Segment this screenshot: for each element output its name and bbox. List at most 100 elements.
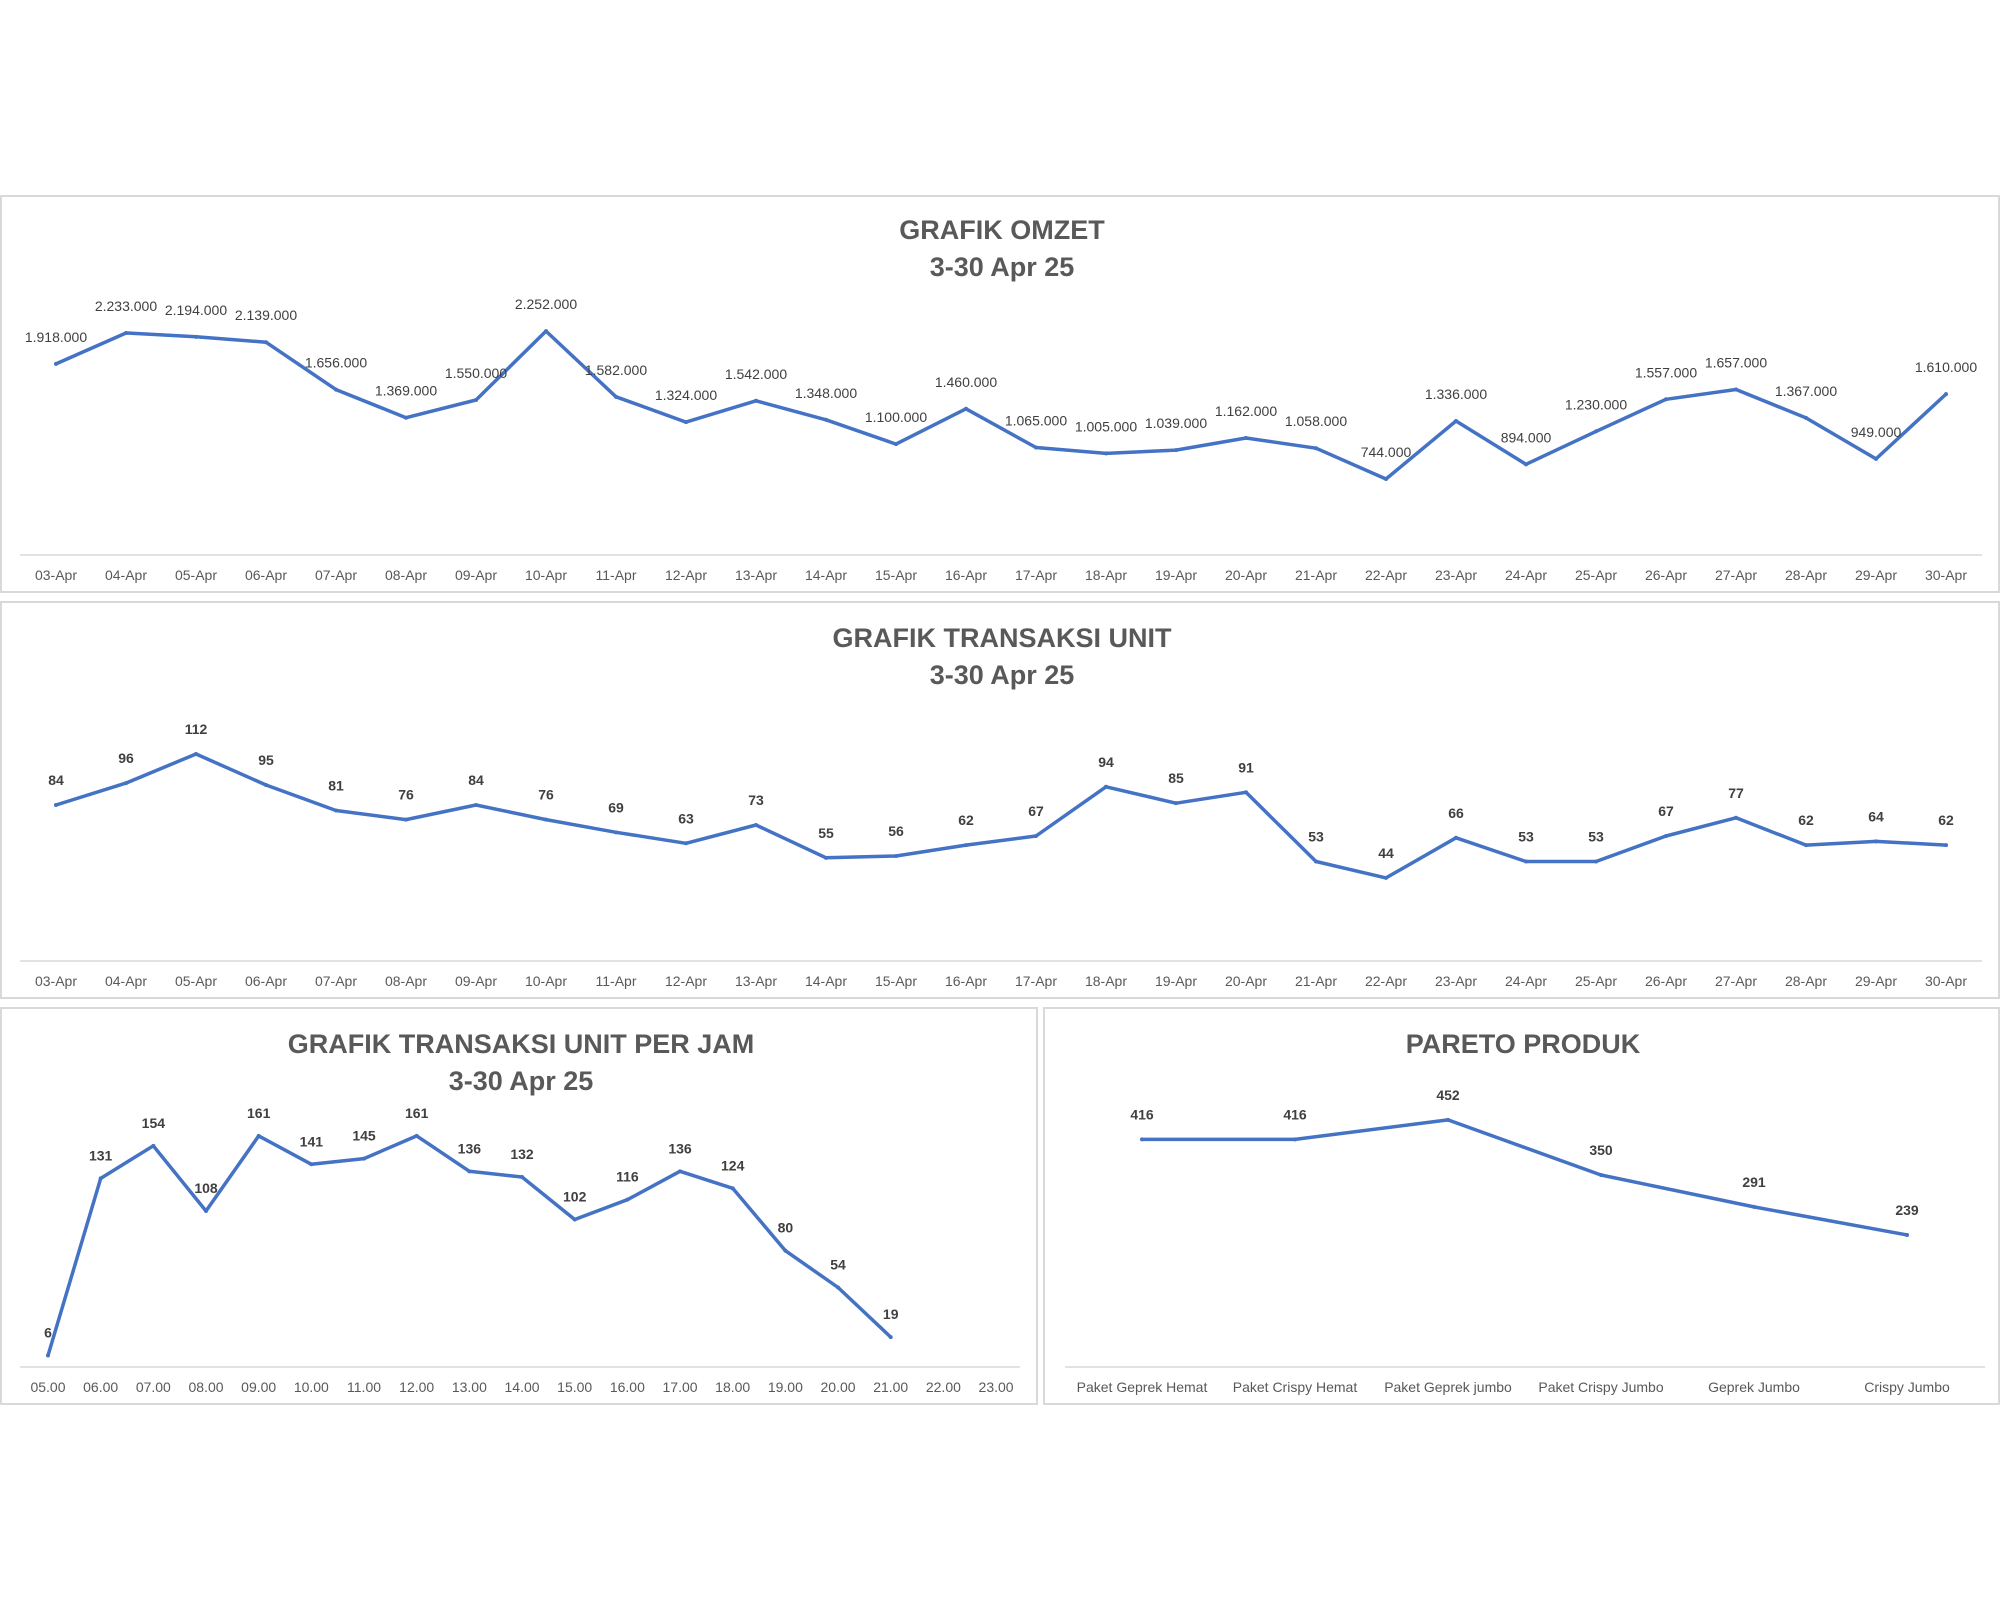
transaksi-data-label: 62 xyxy=(958,812,974,828)
transaksi-data-point xyxy=(1174,801,1178,806)
transaksi-x-tick-label: 05-Apr xyxy=(175,973,217,989)
transaksi-x-tick-label: 15-Apr xyxy=(875,973,917,989)
omzet-data-point xyxy=(1034,445,1038,450)
omzet-data-point xyxy=(404,415,408,420)
omzet-x-tick-label: 08-Apr xyxy=(385,567,427,583)
transaksi-data-label: 94 xyxy=(1098,754,1114,770)
transaksi-data-label: 112 xyxy=(185,721,208,737)
pareto-x-tick-label: Geprek Jumbo xyxy=(1708,1379,1800,1395)
perjam-title: GRAFIK TRANSAKSI UNIT PER JAM xyxy=(288,1029,755,1059)
omzet-data-point xyxy=(1174,448,1178,453)
pareto-data-label: 452 xyxy=(1436,1087,1460,1103)
perjam-data-label: 102 xyxy=(563,1189,587,1205)
omzet-data-label: 894.000 xyxy=(1501,429,1552,445)
transaksi-x-tick-label: 12-Apr xyxy=(665,973,707,989)
perjam-x-tick-label: 05.00 xyxy=(30,1379,65,1395)
omzet-chart: GRAFIK OMZET 3-30 Apr 25 03-Apr 04-Apr 05-… xyxy=(20,215,1982,583)
perjam-x-tick-label: 14.00 xyxy=(505,1379,540,1395)
omzet-data-label: 1.065.000 xyxy=(1005,413,1067,429)
transaksi-data-label: 56 xyxy=(888,823,904,839)
omzet-data-label: 1.369.000 xyxy=(375,383,437,399)
pareto-data-point xyxy=(1293,1137,1297,1142)
transaksi-data-point xyxy=(1734,815,1738,820)
omzet-data-label: 2.194.000 xyxy=(165,302,227,318)
perjam-data-point xyxy=(678,1169,683,1174)
omzet-data-point xyxy=(1594,429,1598,434)
omzet-data-point xyxy=(1524,462,1528,467)
transaksi-x-tick-label: 09-Apr xyxy=(455,973,497,989)
perjam-series-line xyxy=(46,1134,893,1358)
perjam-x-tick-label: 16.00 xyxy=(610,1379,645,1395)
transaksi-data-point xyxy=(404,817,408,822)
omzet-x-tick-label: 12-Apr xyxy=(665,567,707,583)
pareto-data-label: 239 xyxy=(1895,1202,1919,1218)
omzet-x-tick-label: 24-Apr xyxy=(1505,567,1547,583)
omzet-data-label: 1.039.000 xyxy=(1145,415,1207,431)
omzet-data-point xyxy=(194,334,198,339)
perjam-data-label: 141 xyxy=(300,1133,324,1149)
omzet-data-point xyxy=(684,420,688,425)
transaksi-data-label: 96 xyxy=(118,750,134,766)
transaksi-x-tick-label: 29-Apr xyxy=(1855,973,1897,989)
perjam-data-label: 80 xyxy=(778,1220,794,1236)
omzet-data-label: 1.460.000 xyxy=(935,374,997,390)
perjam-data-point xyxy=(467,1169,472,1174)
omzet-x-tick-label: 14-Apr xyxy=(805,567,847,583)
perjam-data-point xyxy=(730,1186,735,1191)
perjam-data-point xyxy=(888,1335,893,1340)
omzet-data-label: 1.336.000 xyxy=(1425,386,1487,402)
omzet-data-point xyxy=(1244,436,1248,441)
transaksi-data-point xyxy=(1524,859,1528,864)
omzet-x-tick-label: 25-Apr xyxy=(1575,567,1617,583)
perjam-x-tick-label: 12.00 xyxy=(399,1379,434,1395)
transaksi-x-tick-label: 30-Apr xyxy=(1925,973,1967,989)
transaksi-data-point xyxy=(1664,833,1668,838)
transaksi-x-tick-label: 10-Apr xyxy=(525,973,567,989)
omzet-x-tick-label: 15-Apr xyxy=(875,567,917,583)
pareto-data-point xyxy=(1599,1173,1603,1177)
transaksi-x-tick-label: 11-Apr xyxy=(596,973,637,989)
omzet-data-label: 1.582.000 xyxy=(585,362,647,378)
transaksi-data-point xyxy=(1104,784,1108,789)
transaksi-x-tick-label: 18-Apr xyxy=(1085,973,1127,989)
perjam-data-point xyxy=(204,1209,209,1213)
transaksi-data-label: 91 xyxy=(1238,759,1254,775)
pareto-x-tick-label: Paket Geprek jumbo xyxy=(1384,1379,1512,1395)
perjam-data-label: 136 xyxy=(668,1140,692,1156)
omzet-data-label: 1.542.000 xyxy=(725,366,787,382)
transaksi-data-label: 53 xyxy=(1518,828,1534,844)
omzet-data-label: 1.550.000 xyxy=(445,365,507,381)
transaksi-data-label: 67 xyxy=(1658,803,1674,819)
pareto-data-point xyxy=(1446,1117,1450,1122)
omzet-series-line xyxy=(54,329,1948,481)
perjam-x-tick-label: 19.00 xyxy=(768,1379,803,1395)
pareto-x-tick-label: Paket Crispy Jumbo xyxy=(1538,1379,1663,1395)
perjam-data-point xyxy=(625,1197,630,1202)
perjam-data-point xyxy=(256,1133,261,1138)
perjam-x-tick-label: 22.00 xyxy=(926,1379,961,1395)
omzet-data-point xyxy=(334,387,338,392)
omzet-data-label: 1.557.000 xyxy=(1635,364,1697,380)
perjam-x-tick-label: 06.00 xyxy=(83,1379,118,1395)
transaksi-x-tick-label: 03-Apr xyxy=(35,973,77,989)
transaksi-data-label: 62 xyxy=(1798,812,1814,828)
transaksi-data-point xyxy=(1804,843,1808,848)
perjam-data-label: 124 xyxy=(721,1157,745,1173)
omzet-x-tick-label: 21-Apr xyxy=(1295,567,1337,583)
omzet-x-tick-label: 23-Apr xyxy=(1435,567,1477,583)
transaksi-x-tick-label: 25-Apr xyxy=(1575,973,1617,989)
omzet-data-point xyxy=(824,417,828,422)
transaksi-x-tick-label: 28-Apr xyxy=(1785,973,1827,989)
omzet-data-point xyxy=(264,340,268,345)
transaksi-data-point xyxy=(264,782,268,787)
perjam-data-point xyxy=(783,1248,788,1253)
perjam-chart: GRAFIK TRANSAKSI UNIT PER JAM 3-30 Apr 2… xyxy=(20,1029,1020,1395)
omzet-data-point xyxy=(474,397,478,402)
omzet-data-point xyxy=(614,394,618,399)
omzet-data-label: 1.367.000 xyxy=(1775,383,1837,399)
transaksi-subtitle: 3-30 Apr 25 xyxy=(930,660,1075,690)
transaksi-data-label: 53 xyxy=(1308,828,1324,844)
transaksi-data-label: 62 xyxy=(1938,812,1954,828)
omzet-subtitle: 3-30 Apr 25 xyxy=(930,252,1075,282)
omzet-x-tick-label: 04-Apr xyxy=(105,567,147,583)
